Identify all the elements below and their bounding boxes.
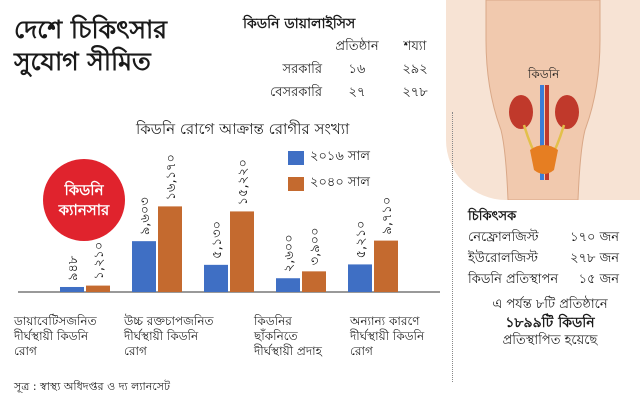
legend-item-2016: ২০১৬ সাল [288,147,370,168]
data-label-2040-cat-2: ১৫,২২০ [236,159,251,205]
artery-icon [545,85,549,180]
category-label-line: দীর্ঘস্থায়ী প্রদাহ [254,344,322,358]
data-label-2016-cat-4: ৫,২১০ [354,220,369,258]
category-label-0: ডায়াবেটিসজনিত দীর্ঘস্থায়ী কিডনি রোগ [14,314,97,359]
category-label-line: রোগ [350,344,373,358]
dialysis-row-private: বেসরকারি ২৭ ২৭৮ [230,82,444,105]
data-label-2040-cat-4: ৯,৭১০ [380,197,395,235]
bar-2040-cat-4 [374,240,398,292]
category-label-line: ছাঁকনিতে [254,329,298,343]
dialysis-institutions-value: ১৬ [348,62,366,77]
category-label-line: রোগ [14,344,37,358]
legend-label-2016: ২০১৬ সাল [310,149,370,164]
dialysis-header-row: প্রতিষ্ঠান শয্যা [230,36,444,59]
left-kidney-icon [509,95,533,129]
bar-2016-cat-0 [60,286,84,292]
dialysis-col-beds: শয্যা [403,39,427,54]
category-label-line: উচ্চ রক্তচাপজনিত [124,314,214,328]
vein-icon [540,85,544,180]
chart-title: কিডনি রোগে আক্রান্ত রোগীর সংখ্যা [136,120,350,138]
dialysis-beds-value: ২৯২ [402,62,428,77]
data-label-2040-cat-0: ১,২১০ [92,242,107,280]
bar-2016-cat-2 [204,264,228,292]
bar-2040-cat-2 [230,211,254,292]
category-label-line: অন্যান্য কারণে [350,314,420,328]
right-kidney-icon [555,95,579,129]
doctors-row-label: কিডনি প্রতিস্থাপন [468,272,559,287]
dialysis-row-government: সরকারি ১৬ ২৯২ [230,59,444,82]
data-label-2016-cat-0: ৯৪৮ [66,255,81,281]
dialysis-beds-value: ২৭৮ [402,85,428,100]
torso-illustration [485,0,601,200]
bar-2016-cat-3 [276,278,300,292]
category-label-line: দীর্ঘস্থায়ী কিডনি [124,329,199,343]
data-label-2016-cat-1: ৯,৬০৩ [138,197,153,235]
section-divider [452,112,453,382]
legend-item-2040: ২০৪০ সাল [288,173,370,194]
doctors-row-label: ইউরোলজিস্ট [468,251,538,266]
dialysis-table: প্রতিষ্ঠান শয্যা সরকারি ১৬ ২৯২ বেসরকারি … [230,36,444,105]
dialysis-row-label: সরকারি [282,62,322,77]
doctors-row: নেফ্রোলজিস্ট ১৭০ জন [468,228,623,249]
transplant-note: এ পর্যন্ত ৮টি প্রতিষ্ঠানে ১৮৯৯টি কিডনি প… [470,296,630,350]
legend-label-2040: ২০৪০ সাল [310,175,370,190]
doctors-row: কিডনি প্রতিস্থাপন ১৫ জন [468,270,623,291]
transplant-line-2: ১৮৯৯টি কিডনি [505,315,595,331]
category-label-line: রোগ [124,344,147,358]
data-label-2040-cat-3: ৩,৯০০ [308,227,323,265]
bar-chart: ৯৪৮ ১,২১০ ৯,৬০৩ ১৬,১৭০ ৫,১৩০ ১৫,২২০ ২,৬০০ ৩,৯০০… [18,154,440,293]
data-label-2040-cat-1: ১৬,১৭০ [164,154,179,200]
dialysis-col-institutions: প্রতিষ্ঠান [335,39,379,54]
bar-2040-cat-3 [302,271,326,292]
bar-2040-cat-0 [86,285,110,292]
category-label-1: উচ্চ রক্তচাপজনিত দীর্ঘস্থায়ী কিডনি রোগ [124,314,214,359]
category-label-line: দীর্ঘস্থায়ী কিডনি [350,329,425,343]
doctors-row-value: ১৫ জন [578,272,620,287]
bars-layer: ৯৪৮ ১,২১০ ৯,৬০৩ ১৬,১৭০ ৫,১৩০ ১৫,২২০ ২,৬০০ ৩,৯০০… [60,154,398,292]
headline-line-2: সুযোগ সীমিত [14,47,151,76]
badge-line-2: ক্যানসার [58,201,110,219]
source-note: সূত্র : স্বাস্থ্য অধিদপ্তর ও দ্য ল্যানসে… [14,380,170,393]
body-illustration: কিডনি [446,0,640,200]
doctors-table: নেফ্রোলজিস্ট ১৭০ জন ইউরোলজিস্ট ২৭৮ জন কি… [468,228,623,291]
category-label-3: কিডনির ছাঁকনিতে দীর্ঘস্থায়ী প্রদাহ [254,314,322,359]
bar-2040-cat-1 [158,206,182,292]
headline: দেশে চিকিৎসার সুযোগ সীমিত [14,14,167,78]
dialysis-institutions-value: ২৭ [348,85,366,100]
kidney-label: কিডনি [528,67,560,81]
doctors-row-value: ১৭০ জন [570,230,620,245]
transplant-line-1: এ পর্যন্ত ৮টি প্রতিষ্ঠানে [492,297,608,312]
category-label-line: দীর্ঘস্থায়ী কিডনি [14,329,89,343]
dialysis-title: কিডনি ডায়ালাইসিস [243,16,356,32]
bladder-icon [530,145,558,174]
doctors-row: ইউরোলজিস্ট ২৭৮ জন [468,249,623,270]
data-label-2016-cat-3: ২,৬০০ [282,234,297,272]
category-label-line: ডায়াবেটিসজনিত [14,314,97,328]
headline-line-1: দেশে চিকিৎসার [14,15,167,44]
category-label-4: অন্যান্য কারণে দীর্ঘস্থায়ী কিডনি রোগ [350,314,424,359]
bar-2016-cat-1 [132,241,156,292]
doctors-row-label: নেফ্রোলজিস্ট [468,230,539,245]
badge-line-1: কিডনি [64,181,104,199]
data-label-2016-cat-2: ৫,১৩০ [210,221,225,259]
transplant-line-3: প্রতিস্থাপিত হয়েছে [502,333,598,348]
bar-2016-cat-4 [348,264,372,292]
dialysis-row-label: বেসরকারি [270,85,322,100]
doctors-title: চিকিৎসক [468,209,517,224]
doctors-row-value: ২৭৮ জন [570,251,620,266]
legend-swatch-2040 [288,176,304,191]
kidney-cancer-badge: কিডনি ক্যানসার [43,159,125,241]
legend-swatch-2016 [288,150,304,165]
legend: ২০১৬ সাল ২০৪০ সাল [288,147,370,194]
category-label-line: কিডনির [254,314,292,328]
